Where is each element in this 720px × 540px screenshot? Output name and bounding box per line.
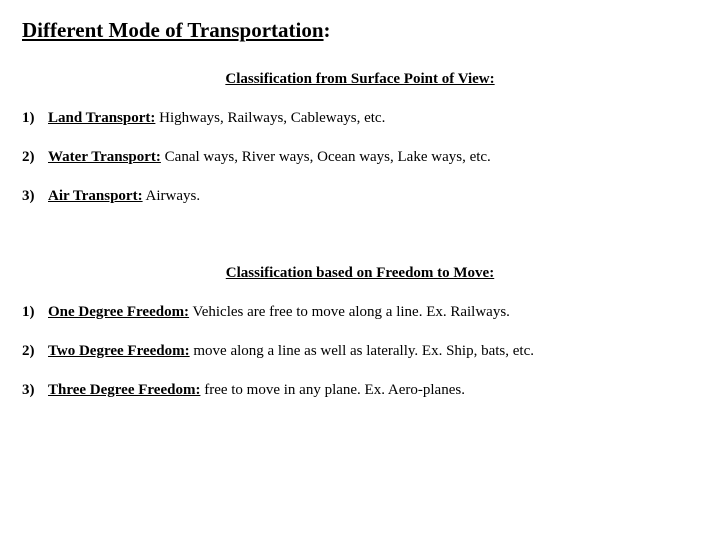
item-body: Two Degree Freedom: move along a line as… (48, 343, 534, 360)
item-label: Two Degree Freedom: (48, 343, 190, 359)
list-item: 3) Three Degree Freedom: free to move in… (22, 382, 698, 399)
item-number: 2) (22, 343, 48, 360)
item-desc: Canal ways, River ways, Ocean ways, Lake… (161, 149, 491, 165)
page-title: Different Mode of Transportation: (22, 18, 698, 43)
item-number: 2) (22, 149, 48, 166)
item-label: Three Degree Freedom: (48, 382, 200, 398)
item-label: Water Transport: (48, 149, 161, 165)
section1-heading: Classification from Surface Point of Vie… (22, 71, 698, 88)
list-item: 1) Land Transport: Highways, Railways, C… (22, 110, 698, 127)
item-body: One Degree Freedom: Vehicles are free to… (48, 304, 510, 321)
item-desc: free to move in any plane. Ex. Aero-plan… (200, 382, 465, 398)
list-item: 3) Air Transport: Airways. (22, 188, 698, 205)
item-body: Air Transport: Airways. (48, 188, 200, 205)
list-item: 2) Two Degree Freedom: move along a line… (22, 343, 698, 360)
item-number: 3) (22, 188, 48, 205)
item-label: Land Transport: (48, 110, 155, 126)
list-item: 2) Water Transport: Canal ways, River wa… (22, 149, 698, 166)
item-number: 3) (22, 382, 48, 399)
item-body: Water Transport: Canal ways, River ways,… (48, 149, 491, 166)
section2-heading: Classification based on Freedom to Move: (22, 265, 698, 282)
item-label: Air Transport: (48, 188, 143, 204)
item-desc: Vehicles are free to move along a line. … (189, 304, 510, 320)
item-body: Land Transport: Highways, Railways, Cabl… (48, 110, 385, 127)
title-colon: : (324, 18, 331, 42)
item-desc: Highways, Railways, Cableways, etc. (155, 110, 385, 126)
item-desc: Airways. (143, 188, 201, 204)
title-main: Different Mode of Transportation (22, 18, 324, 42)
list-item: 1) One Degree Freedom: Vehicles are free… (22, 304, 698, 321)
item-number: 1) (22, 304, 48, 321)
item-label: One Degree Freedom: (48, 304, 189, 320)
item-number: 1) (22, 110, 48, 127)
item-body: Three Degree Freedom: free to move in an… (48, 382, 465, 399)
item-desc: move along a line as well as laterally. … (190, 343, 534, 359)
